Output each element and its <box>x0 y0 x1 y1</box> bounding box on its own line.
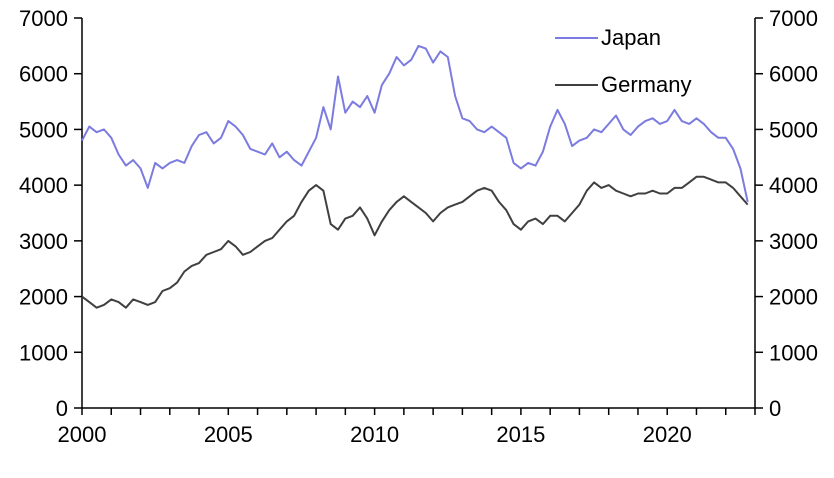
legend: Japan Germany <box>555 25 691 97</box>
axes: 0 0 1000 1000 2000 2000 3000 3000 4000 4000 5000 50… <box>19 6 818 447</box>
y-tick-label-right: 2000 <box>769 285 818 310</box>
series-line-japan <box>81 44 749 203</box>
y-tick-label-left: 6000 <box>19 62 68 87</box>
x-tick-label: 2010 <box>350 422 399 447</box>
y-tick-label-right: 7000 <box>769 6 818 31</box>
x-tick-label: 2005 <box>204 422 253 447</box>
y-tick-label-left: 5000 <box>19 117 68 142</box>
y-tick-label-left: 4000 <box>19 173 68 198</box>
y-tick-label-right: 4000 <box>769 173 818 198</box>
y-tick-label-left: 3000 <box>19 229 68 254</box>
y-tick-label-left: 0 <box>56 396 68 421</box>
y-tick-label-right: 6000 <box>769 62 818 87</box>
y-tick-label-right: 1000 <box>769 340 818 365</box>
legend-label-germany: Germany <box>601 72 691 97</box>
y-tick-label-right: 5000 <box>769 117 818 142</box>
y-tick-label-left: 2000 <box>19 285 68 310</box>
series-line-germany <box>81 175 749 309</box>
y-tick-label-right: 0 <box>769 396 781 421</box>
x-tick-label: 2020 <box>643 422 692 447</box>
x-tick-label: 2000 <box>58 422 107 447</box>
y-tick-label-right: 3000 <box>769 229 818 254</box>
y-tick-label-left: 7000 <box>19 6 68 31</box>
y-tick-label-left: 1000 <box>19 340 68 365</box>
legend-label-japan: Japan <box>601 25 661 50</box>
series-layer <box>81 44 749 309</box>
x-tick-label: 2015 <box>496 422 545 447</box>
